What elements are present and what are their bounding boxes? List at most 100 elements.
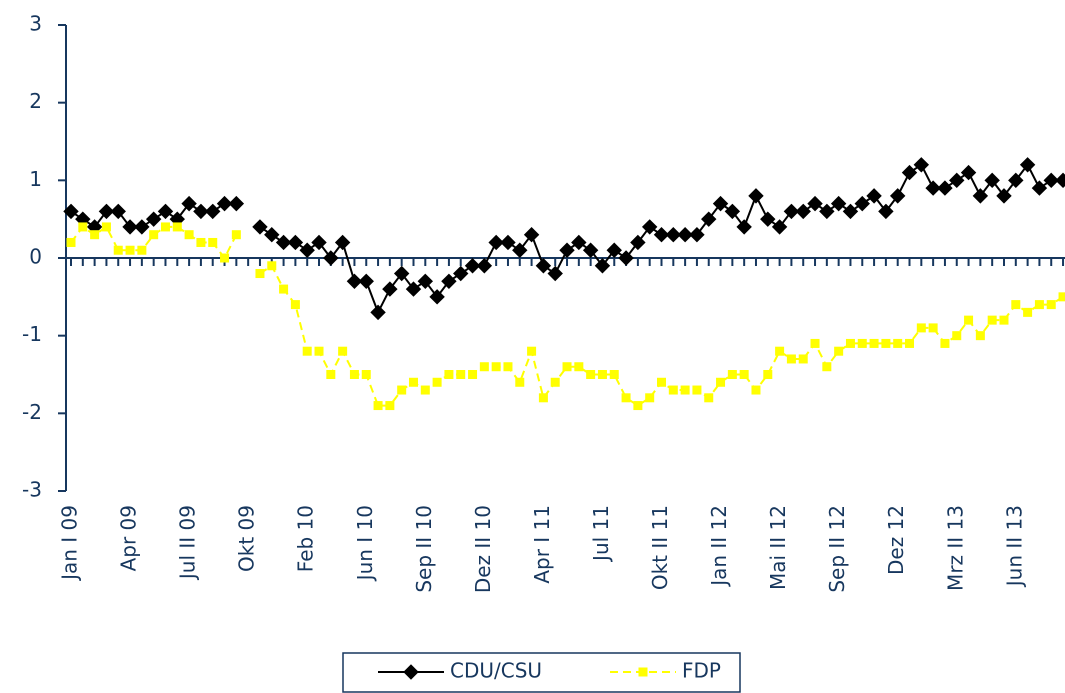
data-point (559, 242, 575, 258)
data-point (586, 370, 596, 379)
data-point (618, 250, 634, 266)
data-point (854, 195, 870, 212)
data-point (925, 180, 941, 196)
data-point (479, 362, 489, 372)
data-point (881, 338, 891, 348)
data-point (453, 265, 469, 282)
x-tick-label: Sep II 10 (412, 505, 436, 593)
data-point (456, 370, 466, 379)
data-point (763, 370, 773, 379)
data-point (122, 219, 138, 235)
data-point (987, 315, 997, 325)
data-point (606, 242, 622, 258)
data-point (488, 234, 504, 251)
data-point (417, 273, 434, 290)
data-point (1011, 300, 1021, 310)
data-point (125, 245, 135, 255)
data-point (783, 203, 800, 220)
data-point (157, 203, 174, 220)
data-point (405, 281, 422, 297)
data-point (999, 315, 1009, 325)
x-tick-label: Sep II 12 (825, 505, 849, 593)
data-point (798, 354, 808, 364)
data-point (857, 338, 867, 348)
data-point (216, 195, 233, 212)
data-point (786, 354, 796, 364)
legend-marker (638, 667, 648, 677)
data-point (500, 234, 516, 251)
data-point (810, 338, 820, 348)
data-point (361, 370, 371, 379)
data-point (1008, 172, 1024, 189)
data-point (208, 237, 218, 247)
data-point (834, 346, 844, 356)
data-point (134, 219, 150, 235)
data-point (866, 188, 882, 204)
legend-label: CDU/CSU (450, 659, 542, 683)
data-point (172, 222, 182, 232)
data-point (101, 222, 111, 232)
data-point (346, 273, 363, 290)
data-point (724, 203, 741, 220)
data-point (491, 362, 501, 372)
data-point (550, 377, 560, 387)
data-point (113, 245, 123, 255)
x-tick-label: Mai II 12 (766, 505, 790, 590)
y-tick-label: 2 (29, 89, 42, 113)
data-point (645, 393, 655, 403)
data-point (523, 226, 540, 243)
data-point (275, 234, 292, 251)
data-point (408, 377, 418, 387)
data-point (716, 377, 726, 387)
data-point (512, 242, 528, 258)
series-line (70, 162, 1064, 315)
data-point (562, 362, 572, 372)
data-point (952, 331, 962, 341)
data-point (334, 234, 351, 251)
data-point (609, 370, 619, 379)
data-point (665, 226, 682, 243)
data-point (964, 315, 974, 325)
data-point (692, 385, 702, 395)
data-point (704, 393, 714, 403)
x-tick-label: Dez 12 (884, 505, 908, 575)
legend-marker (403, 664, 419, 680)
data-point (299, 242, 315, 258)
data-point (960, 164, 977, 181)
data-point (905, 338, 915, 348)
x-tick-label: Jun II 13 (1002, 505, 1026, 588)
data-point (893, 338, 903, 348)
data-point (441, 273, 457, 290)
y-tick-label: 3 (29, 12, 42, 36)
data-point (984, 172, 1000, 189)
data-point (432, 377, 442, 387)
data-point (515, 377, 525, 387)
x-tick-label: Okt 09 (235, 505, 259, 572)
data-point (653, 226, 670, 243)
data-point (66, 237, 76, 247)
data-point (819, 203, 835, 220)
data-point (845, 338, 855, 348)
x-tick-label: Jan II 12 (707, 505, 731, 588)
data-point (267, 261, 277, 271)
x-tick-label: Mrz II 13 (943, 505, 967, 591)
data-point (680, 385, 690, 395)
data-point (940, 338, 950, 348)
data-point (547, 265, 563, 282)
data-point (137, 245, 147, 255)
y-tick-label: -1 (22, 322, 42, 346)
data-point (594, 258, 611, 274)
data-point (468, 370, 478, 379)
data-point (712, 195, 729, 212)
data-point (901, 164, 918, 181)
data-point (302, 346, 312, 356)
data-point (231, 230, 241, 240)
data-point (775, 346, 785, 356)
data-point (181, 195, 197, 212)
data-point (149, 230, 159, 240)
y-tick-label: 1 (29, 167, 42, 191)
data-point (220, 253, 230, 263)
data-point (160, 222, 170, 232)
x-tick-label: Okt II 11 (648, 505, 672, 590)
